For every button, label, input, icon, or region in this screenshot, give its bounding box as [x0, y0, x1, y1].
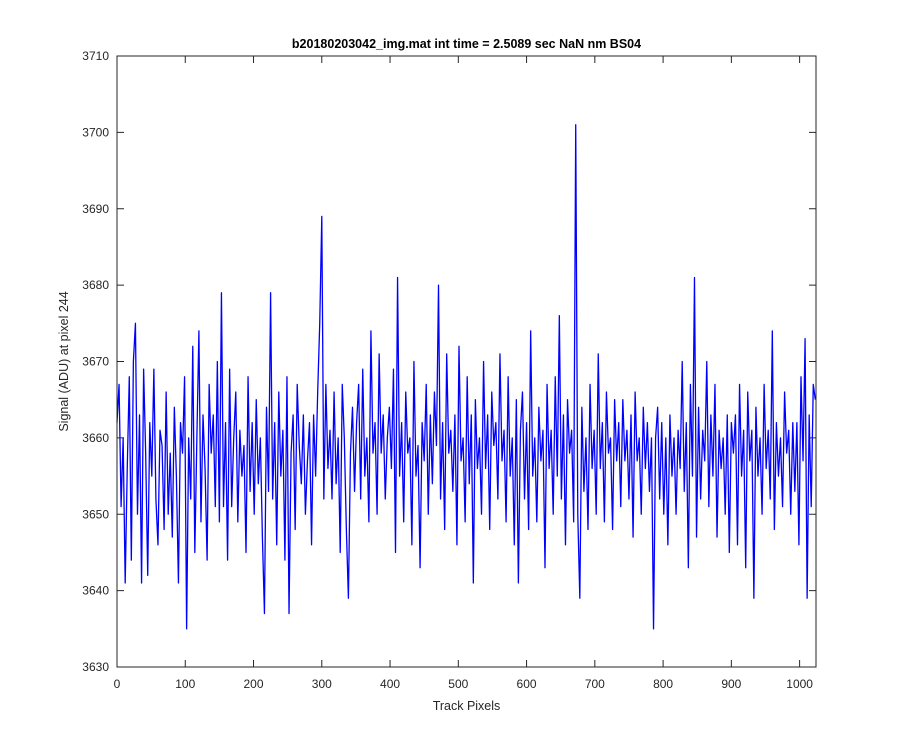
y-tick-label: 3700: [82, 125, 109, 139]
y-tick-label: 3680: [82, 278, 109, 292]
x-tick-label: 300: [312, 677, 332, 691]
x-tick-label: 400: [380, 677, 400, 691]
x-tick-label: 200: [244, 677, 264, 691]
y-tick-label: 3640: [82, 584, 109, 598]
series-line: [116, 124, 816, 630]
data-layer: [116, 124, 816, 630]
plot-frame: [116, 55, 817, 668]
x-tick-label: 1000: [786, 677, 813, 691]
plot-area: [117, 56, 816, 667]
x-tick-label: 500: [448, 677, 468, 691]
x-tick-label: 900: [721, 677, 741, 691]
y-tick-label: 3690: [82, 202, 109, 216]
x-tick-label: 800: [653, 677, 673, 691]
x-axis-label: Track Pixels: [433, 699, 501, 713]
tick-layer: 0 100 200 300 400 500 600 700 800 900 1000 3630 3640…: [82, 49, 816, 691]
y-tick-label: 3670: [82, 355, 109, 369]
y-tick-label: 3650: [82, 507, 109, 521]
y-axis-label: Signal (ADU) at pixel 244: [57, 291, 71, 431]
y-tick-label: 3630: [82, 660, 109, 674]
x-tick-label: 700: [585, 677, 605, 691]
x-tick-label: 0: [114, 677, 121, 691]
x-tick-label: 100: [175, 677, 195, 691]
x-tick-label: 600: [517, 677, 537, 691]
y-tick-label: 3710: [82, 49, 109, 63]
y-tick-label: 3660: [82, 431, 109, 445]
chart-title: b20180203042_img.mat int time = 2.5089 s…: [292, 37, 641, 51]
